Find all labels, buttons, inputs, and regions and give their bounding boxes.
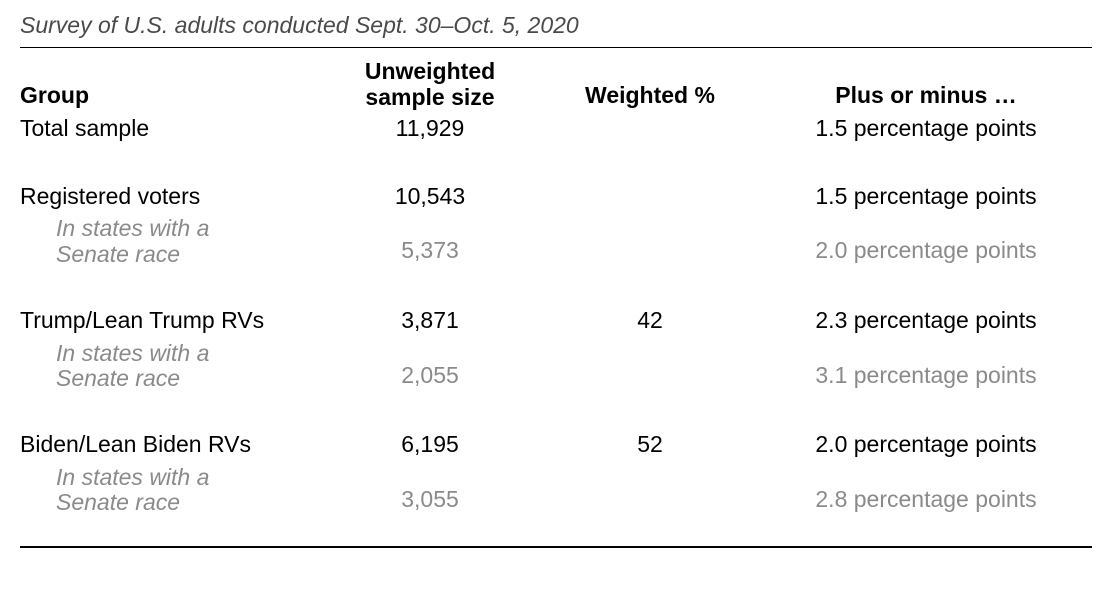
sub-label-l1: In states with a xyxy=(56,341,310,366)
cell-group: Total sample xyxy=(20,114,320,143)
cell-weighted: 42 xyxy=(540,306,760,335)
header-weighted: Weighted % xyxy=(540,58,760,108)
cell-group: Biden/Lean Biden RVs xyxy=(20,430,320,459)
table-row: Trump/Lean Trump RVs 3,871 42 2.3 percen… xyxy=(20,306,1092,335)
table-sub-row: In states with a Senate race 5,373 2.0 p… xyxy=(20,216,1092,267)
table-row: Registered voters 10,543 1.5 percentage … xyxy=(20,182,1092,211)
cell-sub-sample: 2,055 xyxy=(320,341,540,388)
sub-label-l1: In states with a xyxy=(56,465,310,490)
cell-sub-group: In states with a Senate race xyxy=(20,216,320,267)
cell-margin: 2.3 percentage points xyxy=(760,306,1092,335)
divider-bottom xyxy=(20,546,1092,548)
cell-sub-margin: 2.0 percentage points xyxy=(760,216,1092,263)
cell-weighted: 52 xyxy=(540,430,760,459)
cell-sample: 3,871 xyxy=(320,306,540,335)
cell-group: Trump/Lean Trump RVs xyxy=(20,306,320,335)
header-margin: Plus or minus … xyxy=(760,58,1092,108)
cell-sub-group: In states with a Senate race xyxy=(20,465,320,516)
header-group: Group xyxy=(20,58,320,108)
header-sample: Unweighted sample size xyxy=(320,58,540,111)
table-sub-row: In states with a Senate race 2,055 3.1 p… xyxy=(20,341,1092,392)
cell-sample: 11,929 xyxy=(320,114,540,143)
cell-sub-sample: 3,055 xyxy=(320,465,540,512)
header-sample-l1: Unweighted xyxy=(320,58,540,84)
cell-sub-sample: 5,373 xyxy=(320,216,540,263)
cell-sub-group: In states with a Senate race xyxy=(20,341,320,392)
sub-label-l1: In states with a xyxy=(56,216,310,241)
sub-label-l2: Senate race xyxy=(56,490,310,515)
cell-sub-margin: 3.1 percentage points xyxy=(760,341,1092,388)
table-row: Total sample 11,929 1.5 percentage point… xyxy=(20,114,1092,143)
table-header-row: Group Unweighted sample size Weighted % … xyxy=(20,58,1092,111)
survey-subtitle: Survey of U.S. adults conducted Sept. 30… xyxy=(20,12,1092,39)
divider-top xyxy=(20,47,1092,48)
cell-margin: 1.5 percentage points xyxy=(760,182,1092,211)
survey-table: Group Unweighted sample size Weighted % … xyxy=(20,58,1092,516)
cell-sample: 6,195 xyxy=(320,430,540,459)
sub-label-l2: Senate race xyxy=(56,242,310,267)
cell-sub-margin: 2.8 percentage points xyxy=(760,465,1092,512)
cell-sample: 10,543 xyxy=(320,182,540,211)
header-sample-l2: sample size xyxy=(320,84,540,110)
table-sub-row: In states with a Senate race 3,055 2.8 p… xyxy=(20,465,1092,516)
sub-label-l2: Senate race xyxy=(56,366,310,391)
cell-group: Registered voters xyxy=(20,182,320,211)
cell-margin: 1.5 percentage points xyxy=(760,114,1092,143)
cell-margin: 2.0 percentage points xyxy=(760,430,1092,459)
table-row: Biden/Lean Biden RVs 6,195 52 2.0 percen… xyxy=(20,430,1092,459)
